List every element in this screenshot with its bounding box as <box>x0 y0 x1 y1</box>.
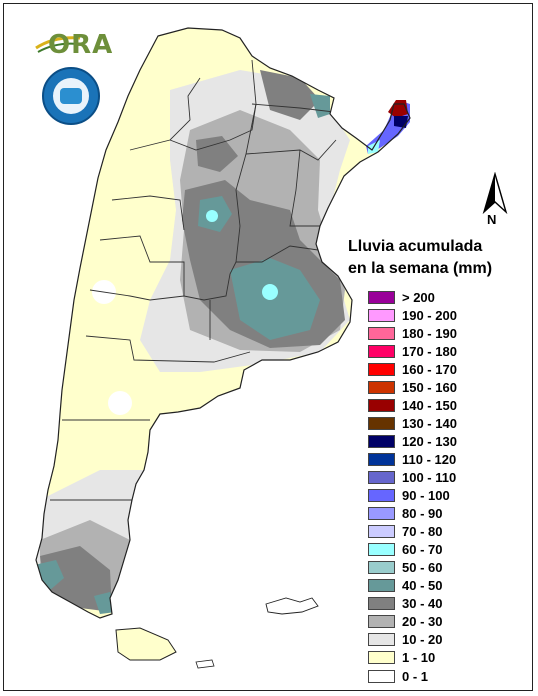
legend-label: 110 - 120 <box>402 451 457 467</box>
legend-item: > 200 <box>368 288 528 306</box>
north-label: N <box>487 212 497 227</box>
legend-item: 30 - 40 <box>368 595 528 613</box>
legend-item: 0 - 1 <box>368 667 528 685</box>
legend-label: 180 - 190 <box>402 325 457 341</box>
legend-label: 10 - 20 <box>402 632 443 648</box>
legend-label: 70 - 80 <box>402 524 443 540</box>
legend-label: 50 - 60 <box>402 560 443 576</box>
ora-logo: ORA <box>34 26 112 60</box>
legend-swatch <box>368 326 395 340</box>
legend-swatch <box>368 615 395 629</box>
legend-item: 10 - 20 <box>368 631 528 649</box>
legend-item: 90 - 100 <box>368 487 528 505</box>
legend-item: 50 - 60 <box>368 559 528 577</box>
legend-swatch <box>368 416 395 430</box>
legend-swatch <box>368 290 395 304</box>
legend-label: 90 - 100 <box>402 488 450 504</box>
legend-item: 120 - 130 <box>368 432 528 450</box>
legend-label: 150 - 160 <box>402 379 457 395</box>
legend-label: 130 - 140 <box>402 415 457 431</box>
legend-item: 60 - 70 <box>368 541 528 559</box>
legend-item: 80 - 90 <box>368 505 528 523</box>
legend-title: Lluvia acumulada en la semana (mm) <box>348 236 528 280</box>
legend-label: 160 - 170 <box>402 361 457 377</box>
legend-swatch <box>368 651 395 665</box>
legend-item: 20 - 30 <box>368 613 528 631</box>
legend-swatch <box>368 669 395 683</box>
legend-title-line2: en la semana (mm) <box>348 260 493 277</box>
legend-swatch <box>368 380 395 394</box>
ora-swoosh-icon <box>35 36 81 53</box>
legend-item: 1 - 10 <box>368 649 528 667</box>
legend-item: 150 - 160 <box>368 378 528 396</box>
legend-label: 170 - 180 <box>402 343 457 359</box>
legend-swatch <box>368 452 395 466</box>
legend-item: 160 - 170 <box>368 360 528 378</box>
legend-swatch <box>368 507 395 521</box>
legend-label: 40 - 50 <box>402 578 443 594</box>
legend-swatch <box>368 344 395 358</box>
legend-label: 0 - 1 <box>402 668 429 684</box>
legend-item: 40 - 50 <box>368 577 528 595</box>
legend-label: 140 - 150 <box>402 397 457 413</box>
legend-item: 190 - 200 <box>368 306 528 324</box>
north-arrow-icon <box>482 172 508 215</box>
legend-label: 20 - 30 <box>402 614 443 630</box>
smn-seal-icon <box>42 67 100 125</box>
legend-item: 180 - 190 <box>368 324 528 342</box>
legend-swatch <box>368 597 395 611</box>
legend-label: 190 - 200 <box>402 307 457 323</box>
legend-swatch <box>368 470 395 484</box>
legend-swatch <box>368 543 395 557</box>
legend: > 200 190 - 200 180 - 190 170 - 180 160 - 17… <box>368 288 528 685</box>
legend-item: 70 - 80 <box>368 523 528 541</box>
legend-item: 130 - 140 <box>368 414 528 432</box>
legend-item: 140 - 150 <box>368 396 528 414</box>
legend-label: 60 - 70 <box>402 542 443 558</box>
legend-swatch <box>368 579 395 593</box>
legend-swatch <box>368 398 395 412</box>
legend-label: 1 - 10 <box>402 650 436 666</box>
legend-swatch <box>368 308 395 322</box>
legend-label: 100 - 110 <box>402 469 457 485</box>
legend-label: 30 - 40 <box>402 596 443 612</box>
legend-title-line1: Lluvia acumulada <box>348 238 483 255</box>
legend-swatch <box>368 489 395 503</box>
legend-item: 100 - 110 <box>368 468 528 486</box>
ora-logo-text: ORA <box>48 30 114 60</box>
legend-swatch <box>368 561 395 575</box>
legend-swatch <box>368 434 395 448</box>
legend-swatch <box>368 525 395 539</box>
legend-label: > 200 <box>402 289 435 305</box>
legend-item: 170 - 180 <box>368 342 528 360</box>
legend-swatch <box>368 633 395 647</box>
legend-item: 110 - 120 <box>368 450 528 468</box>
legend-label: 120 - 130 <box>402 433 457 449</box>
legend-label: 80 - 90 <box>402 506 443 522</box>
legend-swatch <box>368 362 395 376</box>
